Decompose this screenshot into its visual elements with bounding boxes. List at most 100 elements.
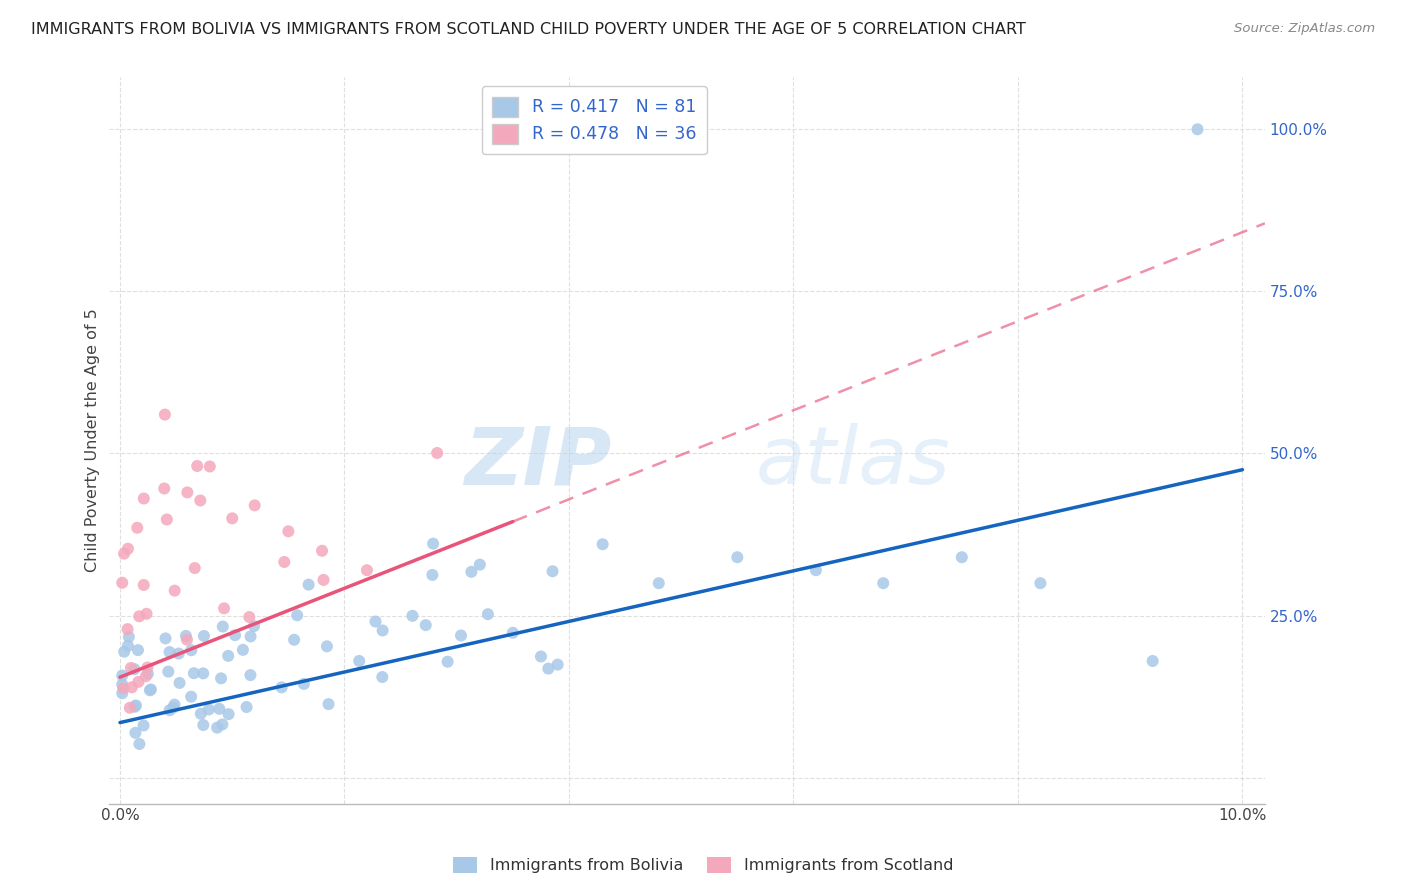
Point (132, 491, 155, 506)
Point (318, 697, 340, 711)
Point (292, 677, 315, 691)
Point (156, 512, 179, 526)
Text: IMMIGRANTS FROM BOLIVIA VS IMMIGRANTS FROM SCOTLAND CHILD POVERTY UNDER THE AGE : IMMIGRANTS FROM BOLIVIA VS IMMIGRANTS FR… (31, 22, 1026, 37)
Text: ZIP: ZIP (464, 424, 612, 501)
Point (162, 700, 184, 714)
Point (243, 499, 266, 513)
Point (121, 681, 143, 695)
Point (312, 573, 335, 587)
Point (537, 662, 560, 676)
Point (128, 609, 150, 624)
Point (277, 524, 299, 539)
Point (132, 718, 155, 732)
Point (415, 618, 437, 632)
Point (136, 666, 159, 681)
Point (198, 459, 221, 474)
Point (184, 561, 207, 575)
Point (311, 543, 333, 558)
Point (193, 666, 215, 681)
Point (1187, 122, 1209, 136)
Point (547, 657, 569, 672)
Point (132, 578, 155, 592)
Point (235, 700, 257, 714)
Point (285, 608, 308, 623)
Point (1029, 576, 1052, 591)
Point (205, 721, 228, 735)
Point (176, 632, 198, 647)
Point (283, 632, 305, 647)
Point (186, 458, 208, 473)
Point (530, 649, 553, 664)
Point (163, 583, 186, 598)
Point (218, 707, 240, 722)
Point (155, 632, 177, 646)
Point (297, 577, 319, 591)
Point (159, 703, 181, 717)
Point (243, 619, 266, 633)
Point (209, 671, 232, 685)
Point (193, 629, 215, 643)
Point (211, 619, 233, 633)
Point (347, 654, 370, 668)
Point (117, 639, 139, 653)
Point (221, 511, 243, 525)
Point (127, 643, 149, 657)
Point (118, 630, 141, 644)
Point (648, 576, 671, 591)
Point (190, 706, 212, 721)
Point (197, 702, 219, 716)
Point (270, 681, 292, 695)
Point (157, 665, 180, 679)
Point (136, 660, 159, 674)
Point (176, 485, 198, 500)
Point (232, 643, 254, 657)
Point (872, 576, 894, 591)
Point (217, 648, 239, 663)
Point (124, 662, 146, 676)
Point (183, 666, 205, 681)
Point (950, 550, 973, 565)
Point (211, 717, 233, 731)
Point (180, 690, 202, 704)
Point (273, 555, 295, 569)
Point (725, 550, 748, 565)
Point (371, 624, 394, 638)
Point (193, 718, 215, 732)
Point (401, 608, 423, 623)
Point (111, 677, 134, 691)
Point (159, 645, 181, 659)
Point (239, 668, 262, 682)
Legend: R = 0.417   N = 81, R = 0.478   N = 36: R = 0.417 N = 81, R = 0.478 N = 36 (482, 87, 707, 154)
Point (112, 645, 135, 659)
Point (208, 702, 231, 716)
Point (125, 698, 148, 713)
Point (163, 698, 186, 712)
Point (135, 669, 157, 683)
Point (460, 565, 482, 579)
Point (477, 607, 499, 622)
Point (224, 628, 246, 642)
Point (127, 674, 149, 689)
Point (169, 676, 191, 690)
Y-axis label: Child Poverty Under the Age of 5: Child Poverty Under the Age of 5 (86, 309, 100, 573)
Point (111, 686, 134, 700)
Point (1142, 654, 1164, 668)
Point (153, 408, 176, 422)
Point (316, 640, 339, 654)
Point (364, 615, 387, 629)
Point (135, 607, 157, 621)
Point (239, 630, 262, 644)
Point (180, 643, 202, 657)
Point (112, 547, 135, 561)
Point (450, 628, 472, 642)
Point (120, 661, 142, 675)
Point (174, 629, 197, 643)
Point (124, 726, 146, 740)
Point (371, 670, 394, 684)
Point (127, 521, 149, 535)
Point (117, 622, 139, 636)
Point (422, 536, 444, 550)
Point (426, 446, 449, 460)
Point (167, 647, 190, 661)
Point (128, 737, 150, 751)
